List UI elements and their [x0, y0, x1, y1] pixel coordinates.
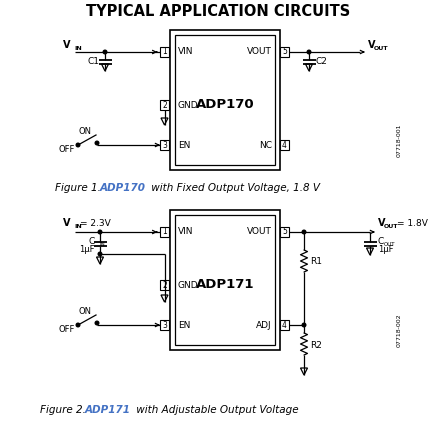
- Bar: [280, 320, 289, 330]
- Text: 2: 2: [162, 280, 167, 289]
- Circle shape: [302, 230, 306, 234]
- Text: OUT: OUT: [374, 45, 388, 51]
- Text: 3: 3: [162, 321, 167, 330]
- Polygon shape: [305, 64, 312, 71]
- Bar: [160, 280, 169, 290]
- Text: V: V: [62, 40, 70, 50]
- Polygon shape: [161, 295, 168, 302]
- Text: 1: 1: [162, 48, 167, 57]
- Text: 1μF: 1μF: [378, 245, 393, 254]
- Text: EN: EN: [178, 321, 191, 330]
- Bar: [280, 47, 289, 57]
- Polygon shape: [101, 64, 108, 71]
- Circle shape: [307, 50, 311, 54]
- Text: ADP170: ADP170: [196, 98, 254, 111]
- Text: VOUT: VOUT: [247, 48, 272, 57]
- Text: C: C: [89, 236, 95, 245]
- Text: C1: C1: [88, 57, 100, 66]
- Text: GND: GND: [178, 101, 199, 109]
- Text: GND: GND: [178, 280, 199, 289]
- Circle shape: [95, 321, 99, 325]
- Bar: [160, 47, 169, 57]
- Circle shape: [98, 252, 102, 256]
- Text: V: V: [368, 40, 375, 50]
- Text: with Fixed Output Voltage, 1.8 V: with Fixed Output Voltage, 1.8 V: [148, 183, 320, 193]
- Text: 1: 1: [162, 228, 167, 236]
- Text: IN: IN: [74, 45, 82, 51]
- Text: Figure 1.: Figure 1.: [55, 183, 104, 193]
- Text: C2: C2: [316, 57, 328, 66]
- Text: 07718-002: 07718-002: [396, 313, 402, 347]
- Text: ADP171: ADP171: [85, 405, 131, 415]
- Text: 4: 4: [282, 140, 287, 149]
- Bar: [280, 227, 289, 237]
- Text: ON: ON: [79, 127, 91, 137]
- Text: VIN: VIN: [178, 48, 194, 57]
- Text: ADP170: ADP170: [100, 183, 146, 193]
- Text: 07718-001: 07718-001: [396, 123, 402, 157]
- Circle shape: [95, 141, 99, 145]
- Text: with Adjustable Output Voltage: with Adjustable Output Voltage: [133, 405, 298, 415]
- Text: V: V: [62, 218, 70, 228]
- Text: TYPICAL APPLICATION CIRCUITS: TYPICAL APPLICATION CIRCUITS: [86, 3, 350, 19]
- Text: IN: IN: [74, 223, 82, 229]
- Bar: [175, 215, 275, 345]
- Text: OFF: OFF: [59, 144, 75, 153]
- Text: 2: 2: [162, 101, 167, 109]
- Text: R2: R2: [310, 340, 322, 349]
- Bar: [160, 140, 169, 150]
- Text: 5: 5: [282, 48, 287, 57]
- Text: 3: 3: [162, 140, 167, 149]
- Text: R1: R1: [310, 257, 322, 267]
- Text: V: V: [378, 218, 385, 228]
- Bar: [280, 140, 289, 150]
- Bar: [160, 320, 169, 330]
- Circle shape: [98, 230, 102, 234]
- Text: IN: IN: [99, 241, 105, 247]
- Text: ADJ: ADJ: [257, 321, 272, 330]
- Polygon shape: [367, 248, 374, 255]
- Polygon shape: [97, 257, 104, 264]
- Bar: [160, 100, 169, 110]
- Polygon shape: [161, 118, 168, 125]
- Bar: [170, 30, 280, 170]
- Text: ON: ON: [79, 308, 91, 317]
- Text: = 2.3V: = 2.3V: [80, 219, 111, 228]
- Text: 1μF: 1μF: [80, 245, 95, 254]
- Text: Figure 2.: Figure 2.: [40, 405, 89, 415]
- Bar: [160, 227, 169, 237]
- Text: OUT: OUT: [384, 223, 399, 229]
- Text: C: C: [378, 236, 384, 245]
- Text: VIN: VIN: [178, 228, 194, 236]
- Text: OUT: OUT: [384, 241, 395, 247]
- Text: 5: 5: [282, 228, 287, 236]
- Bar: [175, 35, 275, 165]
- Text: 4: 4: [282, 321, 287, 330]
- Text: = 1.8V: = 1.8V: [397, 219, 428, 228]
- Polygon shape: [301, 368, 308, 375]
- Text: OFF: OFF: [59, 324, 75, 334]
- Text: EN: EN: [178, 140, 191, 149]
- Circle shape: [103, 50, 107, 54]
- Text: ADP171: ADP171: [196, 279, 254, 292]
- Circle shape: [76, 323, 80, 327]
- Text: VOUT: VOUT: [247, 228, 272, 236]
- Circle shape: [302, 323, 306, 327]
- Circle shape: [76, 143, 80, 147]
- Text: NC: NC: [259, 140, 272, 149]
- Bar: [170, 210, 280, 350]
